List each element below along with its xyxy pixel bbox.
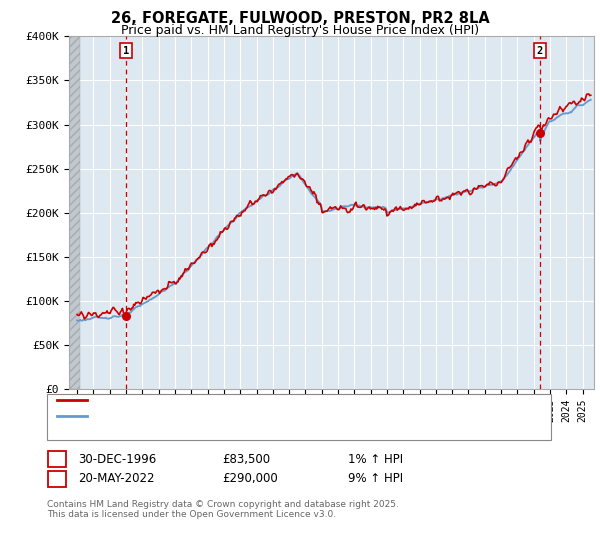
Text: 26, FOREGATE, FULWOOD, PRESTON, PR2 8LA: 26, FOREGATE, FULWOOD, PRESTON, PR2 8LA bbox=[110, 11, 490, 26]
Text: 20-MAY-2022: 20-MAY-2022 bbox=[78, 472, 155, 486]
Text: £290,000: £290,000 bbox=[222, 472, 278, 486]
Text: 1% ↑ HPI: 1% ↑ HPI bbox=[348, 452, 403, 466]
Text: 9% ↑ HPI: 9% ↑ HPI bbox=[348, 472, 403, 486]
Text: 2: 2 bbox=[53, 474, 61, 484]
Text: Price paid vs. HM Land Registry's House Price Index (HPI): Price paid vs. HM Land Registry's House … bbox=[121, 24, 479, 36]
Text: HPI: Average price, detached house, Preston: HPI: Average price, detached house, Pres… bbox=[91, 410, 340, 421]
Text: 30-DEC-1996: 30-DEC-1996 bbox=[78, 452, 156, 466]
Text: 1: 1 bbox=[53, 454, 61, 464]
Text: Contains HM Land Registry data © Crown copyright and database right 2025.
This d: Contains HM Land Registry data © Crown c… bbox=[47, 500, 398, 519]
Text: £83,500: £83,500 bbox=[222, 452, 270, 466]
Text: 26, FOREGATE, FULWOOD, PRESTON, PR2 8LA (detached house): 26, FOREGATE, FULWOOD, PRESTON, PR2 8LA … bbox=[91, 395, 450, 405]
Text: 1: 1 bbox=[123, 45, 129, 55]
Text: 2: 2 bbox=[537, 45, 543, 55]
